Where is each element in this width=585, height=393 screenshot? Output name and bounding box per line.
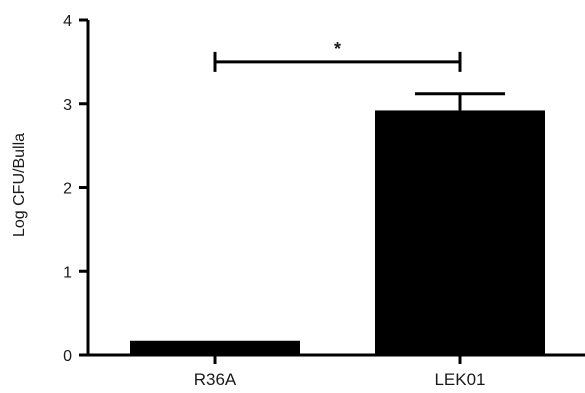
y-tick-label-1: 1 (63, 264, 72, 281)
y-tick-label-2: 2 (63, 181, 72, 198)
bars-group (130, 110, 545, 355)
bar-r36a (130, 340, 300, 355)
x-labels-group: R36A LEK01 (194, 355, 486, 389)
significance-group: * (213, 39, 462, 72)
y-axis-title: Log CFU/Bulla (11, 133, 28, 237)
y-tick-label-4: 4 (63, 13, 72, 30)
y-tick-label-0: 0 (63, 348, 72, 365)
significance-label: * (334, 39, 341, 59)
x-tick-label-r36a: R36A (194, 370, 237, 389)
bar-lek01 (375, 110, 545, 355)
x-tick-label-lek01: LEK01 (434, 370, 485, 389)
error-bars-group (415, 92, 505, 111)
y-ticks-group: 0 1 2 3 4 (63, 13, 88, 365)
y-tick-label-3: 3 (63, 97, 72, 114)
